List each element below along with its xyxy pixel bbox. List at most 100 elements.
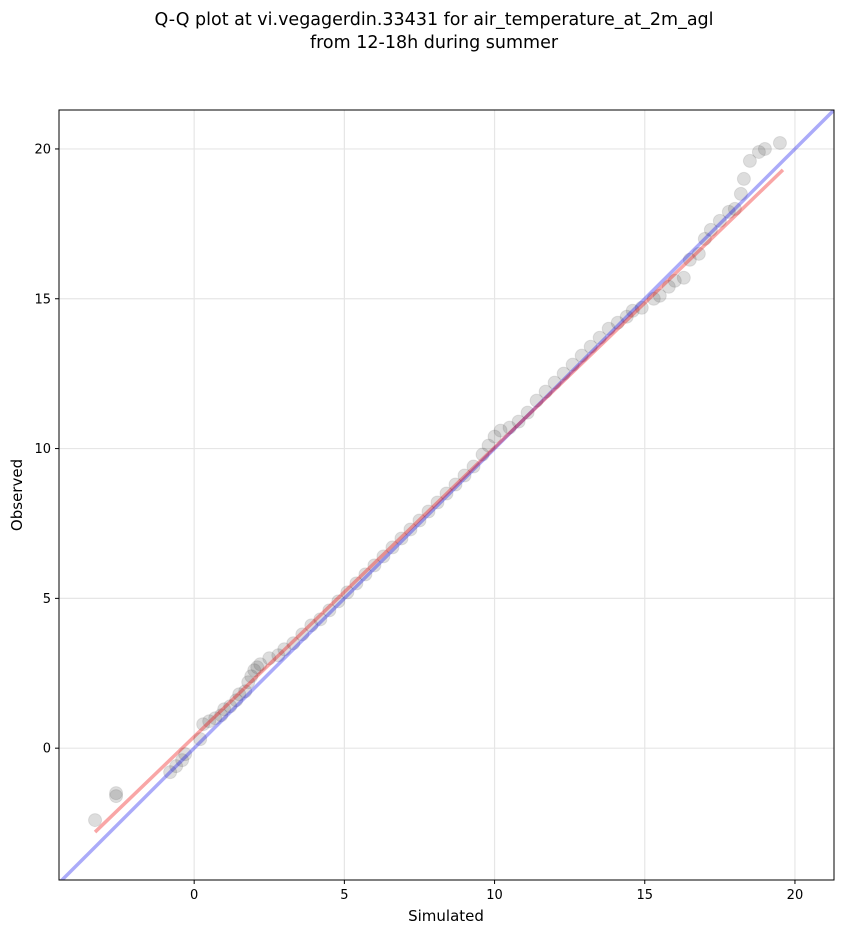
qq-point bbox=[238, 684, 253, 699]
qq-point bbox=[712, 213, 727, 228]
qq-point bbox=[703, 222, 718, 237]
qq-point bbox=[196, 717, 211, 732]
qq-point bbox=[340, 585, 355, 600]
qq-point bbox=[229, 693, 244, 708]
x-tick-label: 15 bbox=[636, 888, 653, 903]
qq-point bbox=[214, 708, 229, 723]
y-tick-label: 20 bbox=[34, 142, 51, 157]
x-axis-label: Simulated bbox=[408, 907, 484, 925]
qq-point bbox=[331, 594, 346, 609]
qq-point bbox=[634, 300, 649, 315]
qq-point bbox=[322, 603, 337, 618]
qq-point bbox=[661, 279, 676, 294]
qq-point bbox=[262, 651, 277, 666]
qq-point bbox=[667, 273, 682, 288]
x-tick-label: 5 bbox=[340, 888, 348, 903]
chart-title-line-1: Q-Q plot at vi.vegagerdin.33431 for air_… bbox=[154, 10, 713, 30]
qq-point bbox=[565, 357, 580, 372]
qq-point bbox=[625, 303, 640, 318]
grid-lines bbox=[59, 110, 834, 880]
y-axis-ticks: 0 5 10 15 20 bbox=[34, 142, 59, 757]
qq-point bbox=[676, 270, 691, 285]
qq-point bbox=[610, 315, 625, 330]
identity-line bbox=[59, 110, 834, 880]
qq-point bbox=[733, 186, 748, 201]
qq-point bbox=[697, 231, 712, 246]
qq-point bbox=[412, 513, 427, 528]
qq-point bbox=[277, 642, 292, 657]
fit-line bbox=[93, 168, 785, 834]
qq-point bbox=[247, 663, 262, 678]
qq-point bbox=[304, 618, 319, 633]
qq-point bbox=[736, 171, 751, 186]
qq-point bbox=[742, 153, 757, 168]
qq-point bbox=[217, 702, 232, 717]
qq-point bbox=[208, 711, 223, 726]
qq-point bbox=[592, 330, 607, 345]
qq-point bbox=[232, 687, 247, 702]
qq-point bbox=[691, 246, 706, 261]
qq-point bbox=[487, 429, 502, 444]
qq-point bbox=[475, 447, 490, 462]
qq-point bbox=[286, 636, 301, 651]
qq-point bbox=[529, 393, 544, 408]
qq-point bbox=[772, 135, 787, 150]
qq-point bbox=[313, 612, 328, 627]
qq-point bbox=[646, 291, 661, 306]
qq-point bbox=[493, 423, 508, 438]
qq-point bbox=[556, 366, 571, 381]
qq-point bbox=[253, 657, 268, 672]
qq-point bbox=[223, 699, 238, 714]
qq-point bbox=[727, 201, 742, 216]
qq-point bbox=[682, 252, 697, 267]
qq-point bbox=[520, 405, 535, 420]
qq-point bbox=[448, 477, 463, 492]
qq-point bbox=[403, 522, 418, 537]
qq-point bbox=[466, 459, 481, 474]
qq-point bbox=[295, 627, 310, 642]
qq-point bbox=[751, 144, 766, 159]
qq-point bbox=[583, 339, 598, 354]
qq-point bbox=[169, 759, 184, 774]
qq-point bbox=[244, 669, 259, 684]
qq-point bbox=[175, 753, 190, 768]
qq-point bbox=[202, 714, 217, 729]
qq-point bbox=[163, 765, 178, 780]
qq-point bbox=[271, 648, 286, 663]
qq-point bbox=[619, 309, 634, 324]
plot-marks bbox=[59, 110, 834, 880]
qq-point bbox=[193, 732, 208, 747]
qq-point bbox=[430, 495, 445, 510]
qq-point bbox=[88, 813, 103, 828]
qq-point bbox=[502, 420, 517, 435]
qq-point bbox=[574, 348, 589, 363]
qq-point bbox=[757, 141, 772, 156]
y-tick-label: 10 bbox=[34, 442, 51, 457]
x-tick-label: 20 bbox=[787, 888, 804, 903]
qq-point bbox=[349, 576, 364, 591]
qq-point bbox=[601, 321, 616, 336]
x-axis-ticks: 0 5 10 15 20 bbox=[190, 880, 803, 903]
qq-point bbox=[358, 567, 373, 582]
chart-title-line-2: from 12-18h during summer bbox=[310, 33, 559, 53]
plot-frame bbox=[58, 109, 835, 881]
y-axis-label: Observed bbox=[8, 459, 26, 531]
y-tick-label: 5 bbox=[43, 592, 51, 607]
x-tick-label: 10 bbox=[486, 888, 503, 903]
qq-point bbox=[652, 288, 667, 303]
qq-point bbox=[538, 384, 553, 399]
qq-point bbox=[439, 486, 454, 501]
qq-point bbox=[109, 789, 124, 804]
qq-point bbox=[376, 549, 391, 564]
qq-point bbox=[721, 204, 736, 219]
qq-point bbox=[547, 375, 562, 390]
qq-point bbox=[385, 540, 400, 555]
qq-point bbox=[511, 414, 526, 429]
x-tick-label: 0 bbox=[190, 888, 198, 903]
qq-point bbox=[241, 675, 256, 690]
qq-point bbox=[250, 660, 265, 675]
qq-point bbox=[481, 438, 496, 453]
y-tick-label: 15 bbox=[34, 292, 51, 307]
qq-point bbox=[421, 504, 436, 519]
